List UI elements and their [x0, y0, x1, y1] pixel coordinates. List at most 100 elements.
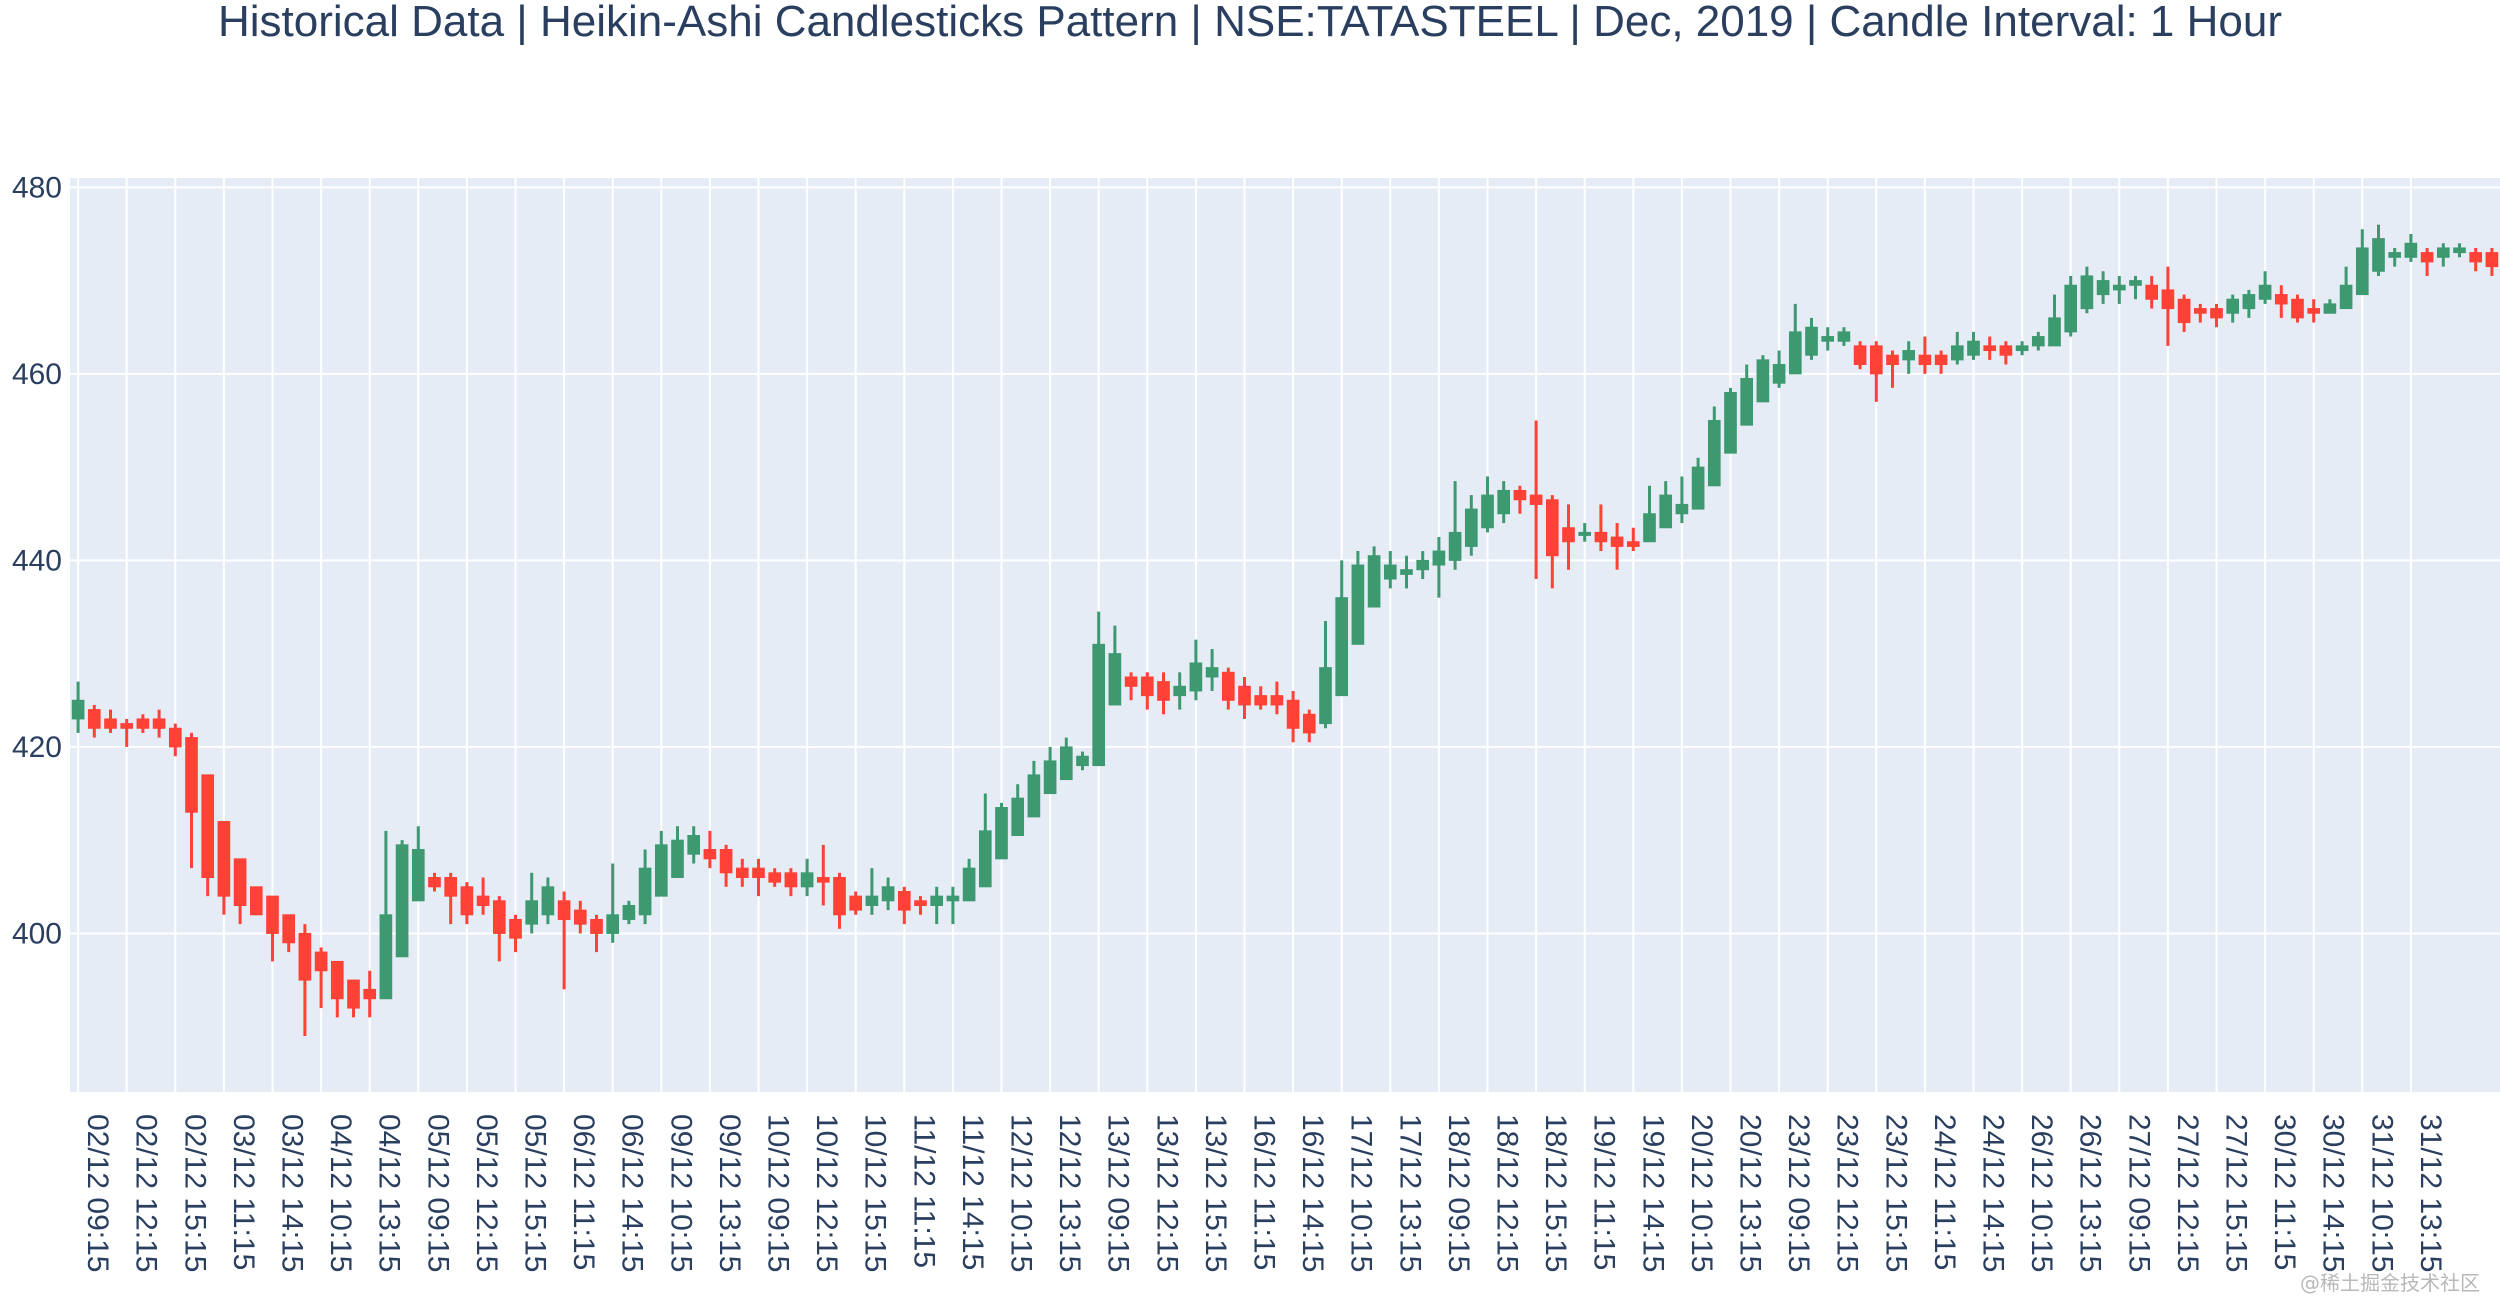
candle-increasing[interactable]	[379, 830, 393, 1000]
candle-increasing[interactable]	[1481, 476, 1494, 533]
candle-decreasing[interactable]	[87, 704, 101, 738]
candle-increasing[interactable]	[2355, 229, 2369, 296]
candle-decreasing[interactable]	[282, 914, 296, 953]
candle-increasing[interactable]	[2015, 341, 2029, 356]
candle-decreasing[interactable]	[2420, 247, 2434, 276]
candle-increasing[interactable]	[800, 858, 814, 897]
candle-decreasing[interactable]	[703, 830, 717, 869]
candle-decreasing[interactable]	[363, 970, 377, 1018]
candle-decreasing[interactable]	[298, 924, 312, 1037]
candle-decreasing[interactable]	[2193, 303, 2207, 323]
candle-decreasing[interactable]	[2274, 285, 2288, 318]
candle-increasing[interactable]	[1756, 355, 1770, 403]
candle-increasing[interactable]	[946, 886, 960, 925]
candle-increasing[interactable]	[1464, 495, 1478, 556]
candle-increasing[interactable]	[1383, 551, 1397, 589]
candle-increasing[interactable]	[638, 849, 652, 925]
candle-decreasing[interactable]	[914, 896, 927, 915]
candle-increasing[interactable]	[1659, 481, 1673, 529]
candle-increasing[interactable]	[71, 681, 85, 733]
candle-decreasing[interactable]	[152, 709, 166, 738]
candle-increasing[interactable]	[962, 858, 976, 902]
candle-decreasing[interactable]	[136, 714, 150, 733]
candle-increasing[interactable]	[2372, 224, 2385, 276]
candle-decreasing[interactable]	[185, 732, 198, 869]
candle-increasing[interactable]	[1837, 327, 1851, 346]
candle-decreasing[interactable]	[1934, 350, 1948, 374]
candle-increasing[interactable]	[2436, 243, 2450, 267]
candle-increasing[interactable]	[2129, 275, 2142, 300]
candle-decreasing[interactable]	[2210, 303, 2223, 328]
candle-decreasing[interactable]	[2145, 275, 2159, 309]
candle-decreasing[interactable]	[557, 891, 571, 990]
candle-increasing[interactable]	[2064, 275, 2078, 337]
candle-increasing[interactable]	[2404, 233, 2418, 262]
candle-decreasing[interactable]	[1270, 681, 1284, 715]
candle-decreasing[interactable]	[120, 718, 134, 747]
candle-increasing[interactable]	[1448, 481, 1462, 570]
candle-decreasing[interactable]	[735, 858, 749, 887]
candle-increasing[interactable]	[1011, 784, 1025, 837]
candle-increasing[interactable]	[1950, 331, 1964, 365]
candle-increasing[interactable]	[2388, 247, 2402, 267]
candle-increasing[interactable]	[622, 900, 636, 925]
candle-decreasing[interactable]	[1221, 667, 1235, 710]
candle-increasing[interactable]	[1043, 746, 1057, 795]
candle-decreasing[interactable]	[1869, 341, 1883, 402]
candle-decreasing[interactable]	[1286, 690, 1300, 743]
candle-decreasing[interactable]	[476, 877, 490, 915]
candle-decreasing[interactable]	[1610, 523, 1624, 570]
candle-decreasing[interactable]	[1140, 672, 1154, 710]
candle-decreasing[interactable]	[249, 886, 263, 916]
candle-decreasing[interactable]	[2485, 247, 2499, 276]
candle-decreasing[interactable]	[1886, 350, 1899, 388]
candle-increasing[interactable]	[1319, 621, 1332, 729]
candle-increasing[interactable]	[2048, 294, 2061, 347]
candle-decreasing[interactable]	[1626, 527, 1640, 552]
candle-increasing[interactable]	[978, 793, 992, 888]
candle-increasing[interactable]	[1400, 555, 1413, 589]
candle-increasing[interactable]	[2453, 243, 2466, 258]
candle-increasing[interactable]	[2323, 299, 2337, 314]
candle-increasing[interactable]	[671, 826, 684, 878]
candle-increasing[interactable]	[1691, 457, 1705, 510]
candle-increasing[interactable]	[881, 877, 895, 911]
candle-decreasing[interactable]	[784, 868, 798, 897]
candle-increasing[interactable]	[2242, 289, 2256, 318]
candle-decreasing[interactable]	[233, 858, 247, 925]
candle-increasing[interactable]	[687, 826, 701, 864]
candle-increasing[interactable]	[1643, 485, 1656, 543]
candle-decreasing[interactable]	[1238, 676, 1251, 719]
candle-decreasing[interactable]	[1562, 504, 1575, 570]
candle-increasing[interactable]	[1675, 476, 1689, 524]
candle-increasing[interactable]	[1724, 387, 1737, 454]
candle-increasing[interactable]	[1076, 751, 1089, 771]
candle-decreasing[interactable]	[1594, 504, 1608, 552]
candle-increasing[interactable]	[1173, 672, 1187, 710]
candle-decreasing[interactable]	[2469, 247, 2483, 272]
candle-decreasing[interactable]	[849, 891, 863, 915]
candle-decreasing[interactable]	[1918, 336, 1932, 374]
candle-decreasing[interactable]	[897, 886, 911, 925]
candle-increasing[interactable]	[1189, 639, 1203, 701]
candle-decreasing[interactable]	[590, 914, 603, 953]
candle-decreasing[interactable]	[2161, 266, 2175, 346]
candle-decreasing[interactable]	[1302, 709, 1316, 743]
candle-decreasing[interactable]	[1983, 336, 1997, 360]
candle-decreasing[interactable]	[509, 914, 522, 953]
candle-decreasing[interactable]	[1545, 495, 1559, 589]
candle-increasing[interactable]	[2031, 331, 2045, 351]
candle-decreasing[interactable]	[201, 774, 215, 897]
candle-increasing[interactable]	[1805, 317, 1818, 360]
candle-increasing[interactable]	[1351, 551, 1365, 645]
candle-decreasing[interactable]	[217, 821, 231, 915]
candle-increasing[interactable]	[1205, 648, 1219, 691]
candle-increasing[interactable]	[525, 872, 539, 934]
candle-increasing[interactable]	[395, 840, 409, 958]
candle-increasing[interactable]	[606, 863, 620, 943]
candle-increasing[interactable]	[1092, 611, 1106, 767]
candle-increasing[interactable]	[1027, 760, 1041, 818]
candle-increasing[interactable]	[1059, 737, 1073, 781]
candle-increasing[interactable]	[995, 802, 1008, 860]
candle-increasing[interactable]	[1967, 331, 1980, 360]
